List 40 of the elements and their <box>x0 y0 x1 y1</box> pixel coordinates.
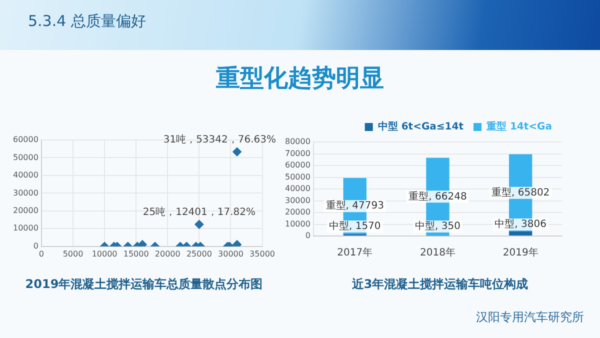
y-tick-label: 80000 <box>284 137 310 146</box>
y-tick-label: 40000 <box>12 170 38 180</box>
x-tick-label: 5000 <box>62 249 84 258</box>
x-tick-label: 2018年 <box>420 246 456 259</box>
text: 近3年混凝土搅拌运输车吨位构成 <box>350 276 530 293</box>
data-label: 中型, 350 <box>415 220 460 232</box>
annotation: 25吨，12401，17.82% <box>142 206 256 218</box>
x-tick-label: 35000 <box>250 249 275 258</box>
text: 重型化趋势明显 <box>215 63 385 94</box>
x-tick-label: 20000 <box>154 249 180 258</box>
y-tick-label: 20000 <box>284 208 310 217</box>
y-tick-label: 30000 <box>284 196 310 205</box>
x-tick-label: 10000 <box>92 249 118 258</box>
y-tick-label: 50000 <box>12 152 38 162</box>
text: 汉阳专用汽车研究所 <box>476 309 584 326</box>
x-tick-label: 2017年 <box>337 246 373 259</box>
data-label: 中型, 1570 <box>328 220 381 232</box>
legend-label: 重型 14t<Ga <box>485 120 552 133</box>
y-tick-label: 30000 <box>12 188 38 198</box>
y-tick-label: 60000 <box>12 135 38 144</box>
y-tick-label: 40000 <box>284 184 310 194</box>
data-label: 重型, 47793 <box>326 200 384 212</box>
x-tick-label: 30000 <box>218 249 244 258</box>
text: 5.3.4 总质量偏好 <box>28 12 146 31</box>
data-label: 重型, 65802 <box>491 186 550 198</box>
y-tick-label: 10000 <box>12 224 38 233</box>
legend-label: 中型 6t<Ga≤14t <box>378 120 464 133</box>
data-label: 重型, 66248 <box>408 190 467 202</box>
y-tick-label: 20000 <box>12 206 38 216</box>
data-label: 中型, 3806 <box>494 218 546 230</box>
x-tick-label: 25000 <box>186 249 212 258</box>
x-tick-label: 2019年 <box>502 246 538 259</box>
y-tick-label: 70000 <box>284 148 310 158</box>
x-tick-label: 15000 <box>123 249 149 258</box>
annotation: 31吨，53342，76.63% <box>163 133 276 146</box>
y-tick-label: 0 <box>305 231 310 240</box>
text: 2019年混凝土搅拌运输车总质量散点分布图 <box>24 276 264 293</box>
y-tick-label: 10000 <box>284 219 310 228</box>
y-tick-label: 60000 <box>284 160 310 170</box>
y-tick-label: 50000 <box>284 172 310 182</box>
